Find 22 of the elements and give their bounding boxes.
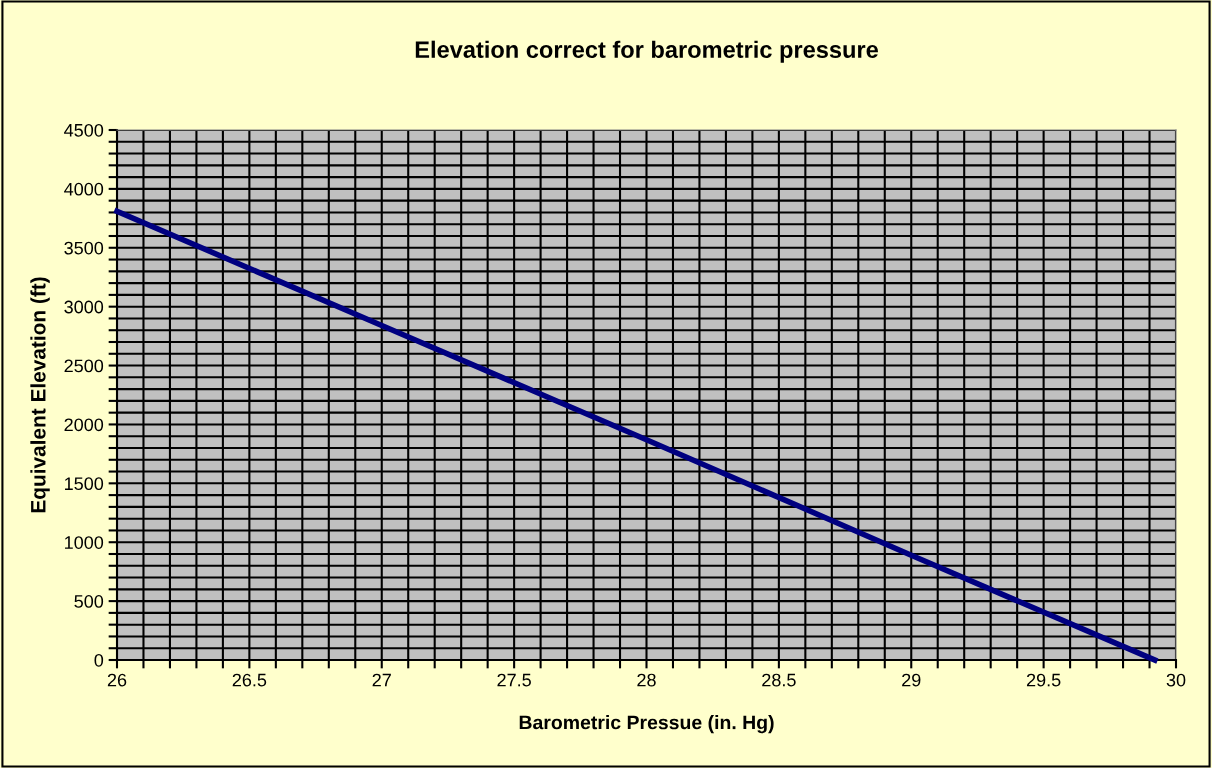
y-tick-label: 1500 xyxy=(65,477,104,491)
x-tick-label: 26 xyxy=(107,673,127,687)
x-tick-label: 30 xyxy=(1166,673,1186,687)
y-tick-label: 4000 xyxy=(64,182,104,196)
y-tick-label: 2000 xyxy=(64,418,104,432)
y-tick-label: 500 xyxy=(74,595,104,608)
x-tick-label: 26.5 xyxy=(232,673,267,687)
chart-title: Elevation correct for barometric pressure xyxy=(415,40,878,63)
x-axis-title: Barometric Pressue (in. Hg) xyxy=(519,715,774,734)
y-tick-label: 0 xyxy=(94,653,104,667)
y-tick-label: 2500 xyxy=(64,359,104,373)
x-tick-label: 29 xyxy=(902,673,921,687)
x-tick-label: 28 xyxy=(637,673,656,687)
y-tick-label: 1000 xyxy=(65,536,104,549)
y-tick-label: 3500 xyxy=(64,241,104,255)
x-tick-label: 28.5 xyxy=(762,673,796,687)
x-tick-label: 27 xyxy=(372,673,391,687)
x-tick-label: 29.5 xyxy=(1026,673,1061,687)
y-tick-label: 4500 xyxy=(64,123,104,137)
x-tick-label: 27.5 xyxy=(497,673,531,687)
y-axis-title: Equivalent Elevation (ft) xyxy=(30,277,50,513)
y-tick-label: 3000 xyxy=(64,300,104,314)
